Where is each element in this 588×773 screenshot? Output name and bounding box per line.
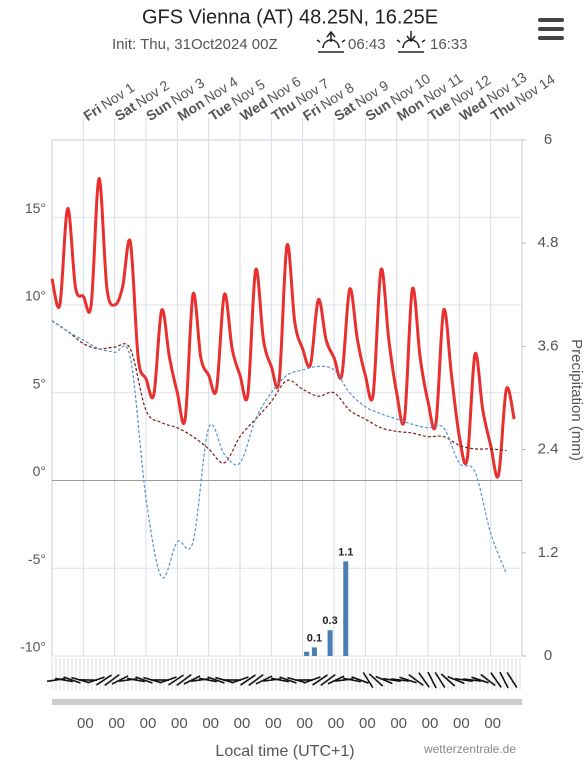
hour-label: 00 (328, 715, 345, 732)
y2-tick-label: 4.8 (538, 234, 559, 251)
sunset-icon (397, 31, 425, 52)
precipitation-label: 0.1 (307, 632, 322, 644)
precipitation-bar (312, 647, 317, 656)
precipitation-label: 1.1 (338, 546, 353, 558)
hour-label: 00 (453, 715, 470, 732)
y-tick-label: -10° (20, 639, 46, 655)
hour-label: 00 (171, 715, 188, 732)
sunrise-icon (317, 32, 345, 52)
y2-tick-label: 6 (544, 131, 552, 148)
y-tick-label: 5° (33, 375, 46, 391)
source: wetterzentrale.de (423, 742, 516, 756)
y2-tick-label: 2.4 (538, 441, 559, 458)
x-axis-label: Local time (UTC+1) (215, 743, 354, 760)
precipitation-bar (328, 630, 333, 656)
hour-label: 00 (202, 715, 219, 732)
hour-label: 00 (140, 715, 157, 732)
y-tick-label: 10° (25, 288, 46, 304)
init-time: Init: Thu, 31Oct2024 00Z (112, 36, 278, 53)
y2-tick-label: 0 (544, 647, 552, 664)
y-tick-label: 15° (25, 200, 46, 216)
hour-label: 00 (108, 715, 125, 732)
hour-label: 00 (265, 715, 282, 732)
time-scrollbar (52, 699, 522, 705)
y-tick-label: -5° (28, 551, 46, 567)
hour-label: 00 (234, 715, 251, 732)
precipitation-label: 0.3 (322, 615, 337, 627)
sunrise-time: 06:43 (348, 36, 386, 53)
hour-label: 00 (484, 715, 501, 732)
hour-label: 00 (422, 715, 439, 732)
chart-title: GFS Vienna (AT) 48.25N, 16.25E (142, 6, 438, 28)
sunset-time: 16:33 (430, 36, 468, 53)
y2-tick-label: 3.6 (538, 337, 559, 354)
precipitation-bar (343, 561, 348, 656)
y2-axis-label: Precipitation (mm) (568, 339, 585, 461)
y2-tick-label: 1.2 (538, 544, 559, 561)
precipitation-bar (304, 652, 309, 656)
menu-button[interactable] (538, 18, 564, 40)
hour-label: 00 (359, 715, 376, 732)
hour-label: 00 (390, 715, 407, 732)
hour-label: 00 (296, 715, 313, 732)
y-tick-label: 0° (33, 463, 46, 479)
hour-label: 00 (77, 715, 94, 732)
